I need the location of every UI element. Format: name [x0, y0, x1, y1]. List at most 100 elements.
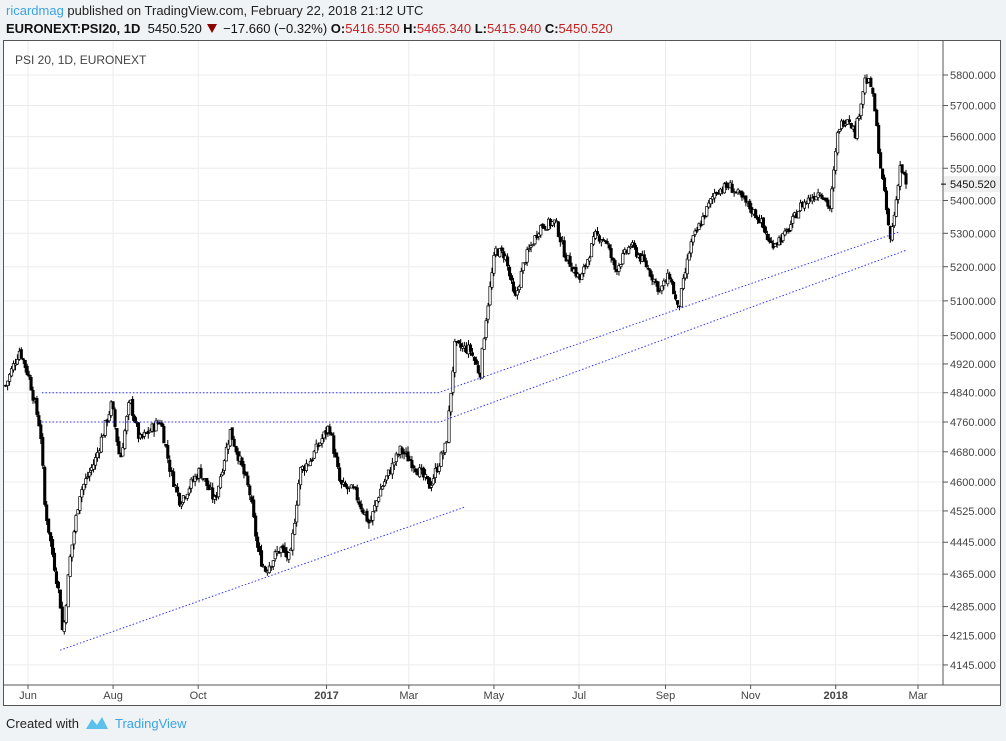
- candle-up: [818, 193, 822, 196]
- candle-up: [484, 320, 488, 338]
- candle-down: [400, 447, 404, 454]
- candle-down: [49, 532, 53, 542]
- candle-up: [550, 221, 555, 226]
- candle-down: [166, 445, 170, 459]
- candle-up: [525, 249, 529, 263]
- candle-down: [175, 486, 180, 493]
- symbol: EURONEXT:PSI20, 1D: [6, 21, 141, 36]
- chart-frame[interactable]: [3, 40, 1001, 706]
- down-triangle-icon: [207, 24, 218, 33]
- candle-up: [297, 483, 301, 506]
- candle-up: [863, 77, 867, 94]
- candle-down: [25, 365, 29, 375]
- candle-up: [527, 248, 531, 251]
- candle-up: [797, 211, 801, 219]
- high-value: 5465.340: [416, 21, 472, 36]
- candle-up: [226, 443, 230, 450]
- candle-down: [595, 231, 599, 235]
- x-tick-label: 2017: [314, 690, 338, 702]
- candle-down: [597, 235, 601, 242]
- candle-up: [892, 214, 896, 226]
- candle-up: [80, 489, 84, 498]
- candle-down: [881, 168, 885, 179]
- high-label: H:: [403, 21, 417, 36]
- candle-down: [674, 294, 678, 300]
- candle-down: [568, 256, 572, 267]
- candle-up: [322, 431, 326, 439]
- candle-up: [836, 132, 840, 154]
- candle-down: [361, 509, 365, 514]
- candle-down: [474, 359, 478, 365]
- candle-down: [668, 273, 672, 280]
- candle-up: [662, 280, 666, 287]
- change: −17.660 (−0.32%): [223, 21, 328, 36]
- candle-up: [814, 196, 818, 201]
- candle-down: [246, 475, 250, 486]
- candle-up: [660, 285, 664, 292]
- y-tick-label: 4145.000: [950, 660, 996, 672]
- candle-up: [652, 279, 656, 283]
- candle-down: [19, 349, 23, 359]
- y-tick-label: 5400.000: [950, 195, 996, 207]
- candle-up: [619, 264, 623, 268]
- candle-up: [318, 442, 322, 446]
- candle-down: [259, 550, 264, 567]
- candle-up: [8, 374, 12, 382]
- candle-up: [523, 262, 527, 265]
- candle-up: [187, 488, 191, 494]
- y-tick-label: 4680.000: [950, 447, 996, 459]
- candle-down: [336, 456, 340, 467]
- candle-up: [279, 546, 283, 553]
- candle-down: [699, 224, 703, 227]
- candle-up: [82, 483, 86, 491]
- candle-down: [47, 518, 51, 533]
- candle-up: [857, 115, 861, 119]
- candle-down: [847, 119, 851, 123]
- y-tick-label: 5700.000: [950, 101, 996, 113]
- candle-up: [693, 230, 697, 235]
- candle-down: [754, 209, 758, 219]
- candle-down: [558, 236, 562, 243]
- candle-down: [252, 499, 256, 518]
- candle-up: [392, 462, 396, 466]
- candle-up: [62, 621, 66, 632]
- candle-down: [900, 164, 904, 173]
- candle-up: [679, 288, 683, 308]
- candle-up: [293, 523, 297, 535]
- candle-up: [447, 410, 451, 443]
- candle-up: [629, 246, 633, 249]
- candle-up: [396, 454, 400, 457]
- candle-up: [709, 198, 713, 205]
- candle-up: [486, 305, 490, 320]
- close-label: C:: [544, 21, 559, 36]
- candle-down: [281, 545, 285, 550]
- x-tick-label: Aug: [103, 690, 123, 702]
- candle-up: [783, 230, 787, 236]
- y-tick-label: 4445.000: [950, 537, 996, 549]
- candle-up: [418, 467, 422, 478]
- tradingview-link[interactable]: TradingView: [114, 715, 187, 731]
- x-tick-label: Mar: [399, 690, 418, 702]
- candle-down: [826, 199, 830, 207]
- candle-up: [705, 206, 709, 217]
- candle-up: [898, 165, 902, 187]
- x-tick-label: Nov: [741, 690, 761, 702]
- candle-up: [519, 271, 523, 288]
- candle-up: [74, 515, 78, 532]
- y-tick-label: 4840.000: [950, 388, 996, 400]
- candle-down: [230, 427, 234, 440]
- candle-down: [52, 552, 57, 571]
- candle-up: [371, 511, 375, 521]
- candle-up: [304, 463, 308, 471]
- candle-down: [258, 546, 262, 553]
- candle-down: [556, 221, 560, 237]
- candle-up: [125, 416, 129, 432]
- author-link[interactable]: ricardmag: [6, 3, 64, 18]
- candle-up: [76, 509, 80, 515]
- candle-down: [869, 77, 873, 88]
- candle-down: [162, 426, 166, 444]
- symbol-info: EURONEXT:PSI20, 1D 5450.520 −17.660 (−0.…: [6, 21, 613, 36]
- candle-down: [334, 452, 338, 458]
- open-label: O:: [330, 21, 346, 36]
